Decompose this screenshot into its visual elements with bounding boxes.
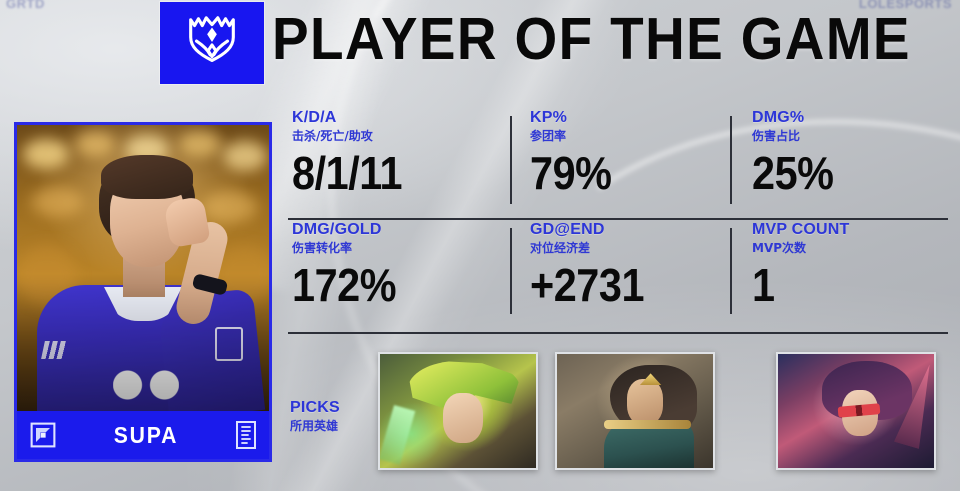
stats-row-1: K/D/A 击杀/死亡/助攻 8/1/11 KP% 参团率 79% DMG% 伤… (288, 108, 948, 218)
stat-label-cn: MVP次数 (752, 241, 807, 255)
champion-splash-pink (778, 354, 934, 468)
champion-card-1 (378, 352, 538, 470)
stats-grid: K/D/A 击杀/死亡/助攻 8/1/11 KP% 参团率 79% DMG% 伤… (288, 108, 948, 328)
stat-kda: K/D/A 击杀/死亡/助攻 8/1/11 (288, 108, 508, 218)
player-fringe (101, 155, 193, 199)
jersey-sponsor-logo (113, 361, 179, 401)
stat-kp: KP% 参团率 79% (508, 108, 728, 218)
stat-dmg-percent: DMG% 伤害占比 25% (728, 108, 948, 218)
portrait-vignette (17, 125, 269, 411)
stat-value: 1 (752, 259, 775, 311)
champion-card-2 (555, 352, 715, 470)
champion-splash-green (380, 354, 536, 468)
stat-label-cn: 击杀/死亡/助攻 (292, 129, 373, 143)
watermark-right: LOLESPORTS (858, 0, 952, 11)
champion-card-3 (776, 352, 936, 470)
stat-gd-at-end: GD@END 对位经济差 +2731 (508, 220, 728, 328)
stat-label-en: MVP COUNT (752, 221, 850, 238)
stat-label-en: DMG% (752, 109, 805, 126)
koi-team-logo-icon (30, 422, 56, 448)
stats-row-2: DMG/GOLD 伤害转化率 172% GD@END 对位经济差 +2731 M… (288, 218, 948, 328)
stat-label-cn: 伤害转化率 (292, 241, 353, 255)
stat-mvp-count: MVP COUNT MVP次数 1 (728, 220, 948, 328)
stat-value: 25% (752, 147, 834, 199)
picks-section: PICKS 所用英雄 (288, 348, 960, 488)
picks-divider (288, 332, 948, 334)
position-icon (236, 421, 256, 449)
stat-label-cn: 对位经济差 (530, 241, 591, 255)
stat-value: 172% (292, 259, 397, 311)
champion-splash-gold (557, 354, 713, 468)
player-name: SUPA (113, 421, 179, 448)
picks-label-en: PICKS (290, 399, 340, 416)
stat-label-en: GD@END (530, 221, 605, 238)
stat-label-cn: 伤害占比 (752, 129, 801, 143)
stat-label-en: KP% (530, 109, 568, 126)
stat-label-en: DMG/GOLD (292, 221, 382, 238)
jersey-team-logo (215, 327, 243, 361)
stat-value: 79% (530, 147, 612, 199)
stat-dmg-gold: DMG/GOLD 伤害转化率 172% (288, 220, 508, 328)
player-nameplate: SUPA (17, 411, 269, 459)
picks-label-cn: 所用英雄 (290, 419, 339, 433)
player-card: SUPA (14, 122, 272, 462)
worlds-trophy-icon (160, 2, 264, 84)
header: PLAYER OF THE GAME (0, 0, 960, 88)
page-title: PLAYER OF THE GAME (272, 6, 911, 72)
stat-value: 8/1/11 (292, 147, 403, 199)
watermark-left: GRTD (6, 0, 45, 11)
stat-label-cn: 参团率 (530, 129, 567, 143)
player-portrait (17, 125, 269, 411)
stat-value: +2731 (530, 259, 645, 311)
picks-label: PICKS 所用英雄 (290, 398, 340, 434)
stat-label-en: K/D/A (292, 109, 337, 126)
